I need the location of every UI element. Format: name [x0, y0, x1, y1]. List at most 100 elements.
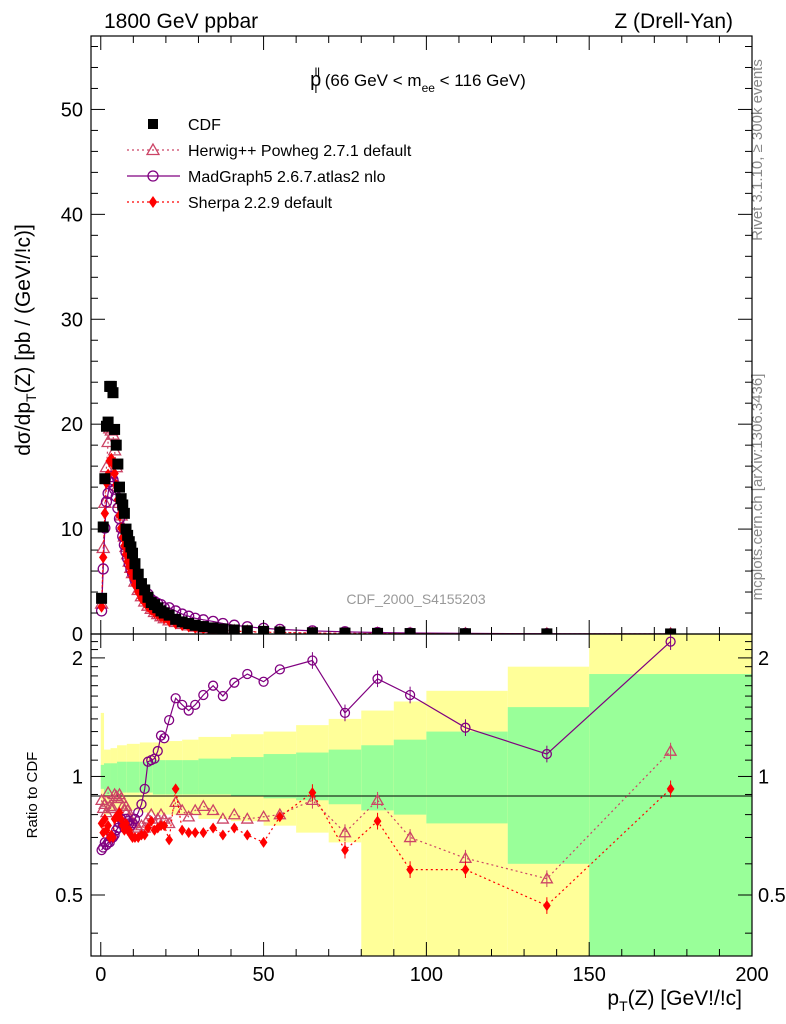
ratio-point-madgraph5 [307, 655, 318, 666]
ratio-point-sherpa [276, 811, 284, 823]
header-left-label: 1800 GeV ppbar [104, 10, 258, 33]
ratio-point-madgraph5 [198, 689, 209, 701]
main-point-cdf [207, 622, 219, 634]
main-point-sherpa [130, 578, 140, 591]
title-rest1: (66 GeV < m [320, 71, 422, 90]
ratio-point-madgraph5 [177, 699, 188, 710]
main-point-cdf [135, 578, 147, 590]
ratio-y-tick-label-right: 2 [758, 648, 769, 670]
ratio-point-madgraph5 [163, 714, 175, 726]
title-rest2: < 116 GeV) [435, 71, 526, 90]
ratio-point-madgraph5 [258, 676, 269, 687]
main-y-tick-label: 20 [61, 414, 83, 436]
legend-entry-cdf: CDF [148, 117, 221, 134]
main-series-sherpa [97, 452, 675, 634]
ratio-point-madgraph5 [155, 730, 167, 741]
main-line-sherpa [100, 457, 671, 634]
ratio-point-herwig [540, 871, 554, 884]
main-y-tick-label: 40 [61, 204, 83, 226]
main-y-tick-label: 10 [61, 519, 83, 541]
ratio-point-madgraph5 [129, 813, 141, 825]
main-point-sherpa [121, 548, 131, 561]
ratio-point-sherpa [373, 815, 382, 827]
main-point-cdf [125, 541, 137, 553]
ratio-y-tick-label: 1 [72, 766, 83, 788]
band-inner-segment [198, 758, 232, 795]
main-point-madgraph5 [100, 496, 113, 508]
x-tick-label: 150 [573, 964, 606, 986]
main-point-sherpa [107, 452, 116, 465]
ratio-point-sherpa [191, 827, 200, 839]
band-inner-segment [182, 760, 199, 795]
ratio-point-herwig [101, 785, 115, 798]
ratio-point-herwig [175, 803, 189, 816]
main-line-madgraph5 [100, 475, 671, 634]
ratio-point-sherpa [666, 783, 675, 795]
main-point-cdf [96, 592, 108, 604]
main-y-tick-label: 30 [61, 309, 83, 331]
main-point-cdf [118, 507, 130, 519]
main-point-cdf [132, 568, 144, 580]
main-point-cdf [120, 523, 132, 535]
ratio-point-sherpa [184, 827, 193, 839]
ratio-point-sherpa [178, 824, 187, 836]
ratio-point-herwig [256, 809, 271, 822]
ratio-y-axis-label: Ratio to CDF [24, 752, 41, 839]
x-tick-label: 100 [410, 964, 443, 986]
ratio-point-sherpa [144, 822, 152, 834]
main-point-cdf [306, 627, 318, 634]
main-point-cdf [665, 628, 677, 634]
ratio-point-herwig [182, 809, 196, 822]
band-inner-segment [165, 760, 183, 795]
ratio-point-sherpa [259, 836, 268, 848]
band-inner-segment [110, 763, 118, 793]
mcplots-label: mcplots.cern.ch [arXiv:1306.3436] [749, 374, 766, 601]
ratio-point-herwig [227, 807, 241, 820]
ratio-point-sherpa [543, 900, 551, 912]
main-plot-series [94, 380, 677, 634]
band-inner-segment [152, 760, 166, 795]
main-point-cdf [109, 423, 121, 435]
legend-entry-madgraph5: MadGraph5 2.6.7.atlas2 nlo [127, 169, 386, 186]
ratio-point-madgraph5 [372, 673, 383, 684]
axes: 0 10 20 30 40 50 0 50 100 150 200 0.5 0.5 1 1 2 2 [55, 35, 786, 986]
main-point-cdf [107, 387, 119, 399]
ratio-point-madgraph5 [159, 733, 170, 744]
svg-text:dσ/dpT(Z) [pb / (GeV!/!c)]: dσ/dpT(Z) [pb / (GeV!/!c)] [12, 224, 39, 456]
ratio-point-sherpa [140, 829, 149, 841]
ratio-point-herwig [663, 744, 678, 756]
main-point-sherpa [110, 467, 119, 480]
legend-entry-sherpa: Sherpa 2.2.9 default [127, 195, 333, 212]
legend-marker-herwig [145, 142, 161, 156]
ratio-point-madgraph5 [190, 699, 201, 710]
ratio-point-sherpa [406, 864, 414, 876]
main-plot-title: pTll (66 GeV < mee < 116 GeV) [310, 65, 526, 96]
legend-label-madgraph5: MadGraph5 2.6.7.atlas2 nlo [188, 169, 386, 186]
ratio-point-sherpa [219, 829, 227, 841]
main-point-cdf [122, 529, 134, 541]
ratio-point-madgraph5 [217, 690, 229, 702]
ratio-y-tick-label: 2 [72, 648, 83, 670]
x-axis-label: pT(Z) [GeV!/!c] [607, 987, 742, 1014]
main-point-sherpa [99, 551, 108, 564]
ratio-point-herwig [106, 801, 120, 814]
ratio-point-sherpa [230, 822, 239, 834]
main-point-sherpa [100, 507, 110, 520]
band-outer-segment [100, 712, 105, 807]
ratio-point-sherpa [341, 844, 349, 856]
ratio-y-tick-label-right: 1 [758, 766, 769, 788]
main-point-cdf [129, 558, 141, 570]
band-inner-segment [104, 763, 111, 795]
ratio-plot-series [94, 634, 678, 914]
band-inner-segment [507, 707, 590, 864]
ratio-point-madgraph5 [183, 705, 194, 716]
ratio-point-madgraph5 [139, 783, 150, 795]
svg-text:pT(Z) [GeV!/!c]: pT(Z) [GeV!/!c] [607, 987, 742, 1014]
ratio-point-madgraph5 [242, 668, 253, 680]
legend-marker-madgraph5 [147, 170, 159, 182]
ratio-point-sherpa [171, 783, 180, 795]
main-point-madgraph5 [97, 563, 109, 575]
ratio-point-madgraph5 [207, 680, 219, 691]
band-inner-segment [426, 731, 508, 824]
ratio-point-madgraph5 [229, 677, 240, 688]
